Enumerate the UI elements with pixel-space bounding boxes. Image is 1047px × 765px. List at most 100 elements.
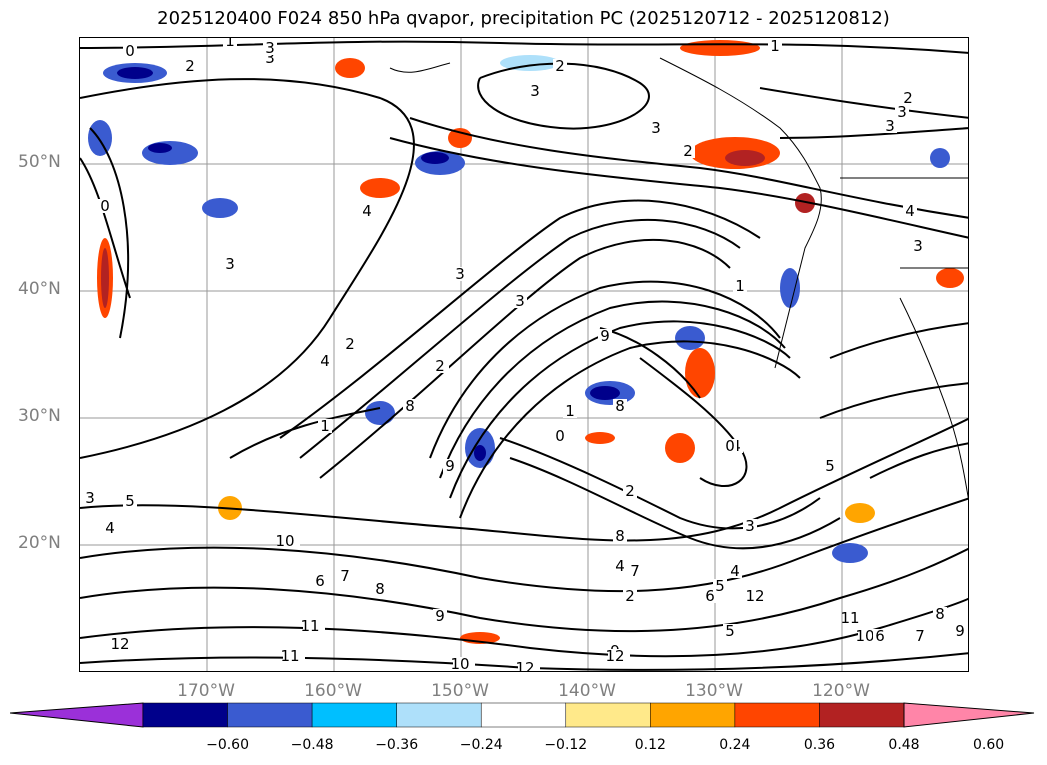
contour-label: 0 xyxy=(125,42,135,60)
contour-label: 5 xyxy=(725,622,735,640)
contour-label-bg xyxy=(278,534,300,548)
contour-label-bg xyxy=(901,91,915,105)
contour-label: 6 xyxy=(315,572,325,590)
contour-label: 1 xyxy=(735,277,745,295)
contour-label-bg xyxy=(895,105,909,119)
colorbar-tick-label: −0.48 xyxy=(290,737,334,753)
contour-label-bg xyxy=(373,582,387,596)
contour-label: 2 xyxy=(683,142,693,160)
contour-label: 2 xyxy=(903,89,913,107)
lon-label-130w: 130°W xyxy=(685,681,743,701)
contour-label: 3 xyxy=(897,103,907,121)
colorbar-tick-label: −0.60 xyxy=(206,737,249,753)
contour-label-bg xyxy=(933,607,947,621)
lon-label-150w: 150°W xyxy=(431,681,489,701)
contour-label: 4 xyxy=(320,352,330,370)
contour-label-bg xyxy=(443,459,457,473)
contour-label: 3 xyxy=(85,489,95,507)
contour-label-bg xyxy=(453,267,467,281)
contour-label: 3 xyxy=(265,49,275,67)
contour-label: 8 xyxy=(615,397,625,415)
contour-label: 1 xyxy=(225,38,235,50)
contour-label: 12 xyxy=(515,659,534,672)
contour-label: 8 xyxy=(615,527,625,545)
contour-label-bg xyxy=(453,657,475,671)
contour-label: 0 xyxy=(725,437,735,455)
contour-label-bg xyxy=(360,204,374,218)
contour-label: 6 xyxy=(875,627,885,645)
contour-label-bg xyxy=(123,44,137,58)
lon-label-170w: 170°W xyxy=(177,681,235,701)
contour-label: 2 xyxy=(435,357,445,375)
colorbar-tick-label: −0.36 xyxy=(375,737,419,753)
contour-label-bg xyxy=(403,399,417,413)
contour-label-bg xyxy=(223,38,237,48)
contour-label: 12 xyxy=(605,647,624,665)
contour-label: 3 xyxy=(651,119,661,137)
contour-label: 7 xyxy=(915,627,925,645)
contour-label: 2 xyxy=(185,57,195,75)
lon-label-140w: 140°W xyxy=(558,681,616,701)
contour-label: 3 xyxy=(885,117,895,135)
contour-label-bg xyxy=(98,199,112,213)
contour-label: 3 xyxy=(515,292,525,310)
contour-label: 2 xyxy=(555,57,565,75)
lat-label-40n: 40°N xyxy=(18,279,61,299)
map-panel: 0231323312332443332463289841059234567891… xyxy=(79,37,969,672)
contour-label-bg xyxy=(623,484,637,498)
colorbar-cell xyxy=(819,702,905,728)
contour-label-bg xyxy=(768,39,782,53)
colorbar-tick-label: 0.24 xyxy=(719,737,751,753)
contour-label-bg xyxy=(649,121,663,135)
contour-label-bg xyxy=(608,649,630,663)
contour-label-bg xyxy=(513,294,527,308)
contour-label: 6 xyxy=(705,587,715,605)
colorbar-extend-low xyxy=(10,702,144,728)
contour-label-bg xyxy=(953,624,967,638)
colorbar-extend-high xyxy=(903,702,1035,728)
contour-label: 0 xyxy=(555,427,565,445)
contour-label-bg xyxy=(318,354,332,368)
colorbar-tick-label: 0.60 xyxy=(972,737,1005,753)
contour-label-bg xyxy=(528,84,542,98)
contour-label-bg xyxy=(518,661,540,671)
contour-label-bg xyxy=(723,439,737,453)
contour-label-bg xyxy=(823,459,837,473)
contour-label: 11 xyxy=(300,617,319,635)
contour-label-bg xyxy=(728,564,742,578)
lon-label-160w: 160°W xyxy=(304,681,362,701)
contour-label: 12 xyxy=(745,587,764,605)
colorbar-tick-label: 0.48 xyxy=(888,737,920,753)
precip-anomaly-fields xyxy=(88,40,964,644)
contour-label-bg xyxy=(733,279,747,293)
contour-label: 12 xyxy=(110,635,129,653)
contour-label-bg xyxy=(911,239,925,253)
contour-label: 2 xyxy=(345,335,355,353)
contour-label: 5 xyxy=(825,457,835,475)
contour-label: 4 xyxy=(730,562,740,580)
contour-label-bg xyxy=(613,529,627,543)
colorbar-cell xyxy=(142,702,228,728)
contour-label-bg xyxy=(313,574,327,588)
plot-title: 2025120400 F024 850 hPa qvapor, precipit… xyxy=(157,8,890,29)
contour-label: 9 xyxy=(435,607,445,625)
contour-label: 2 xyxy=(625,482,635,500)
contour-label: 11 xyxy=(280,647,299,665)
contour-label: 1 xyxy=(770,38,780,55)
contour-label: 8 xyxy=(935,605,945,623)
contour-label-bg xyxy=(883,119,897,133)
contour-label-bg xyxy=(681,144,695,158)
contour-label-bg xyxy=(843,611,865,625)
lat-label-30n: 30°N xyxy=(18,406,61,426)
contour-label: 0 xyxy=(100,197,110,215)
coastline xyxy=(389,57,968,500)
contour-label: 3 xyxy=(530,82,540,100)
contour-label: 9 xyxy=(955,622,965,640)
contour-label-bg xyxy=(83,491,97,505)
contour-label-bg xyxy=(553,59,567,73)
contour-label: 11 xyxy=(840,609,859,627)
colorbar-cell xyxy=(650,702,736,728)
contour-label-bg xyxy=(623,589,637,603)
qvapor-contours xyxy=(80,40,968,671)
contour-label: 8 xyxy=(405,397,415,415)
